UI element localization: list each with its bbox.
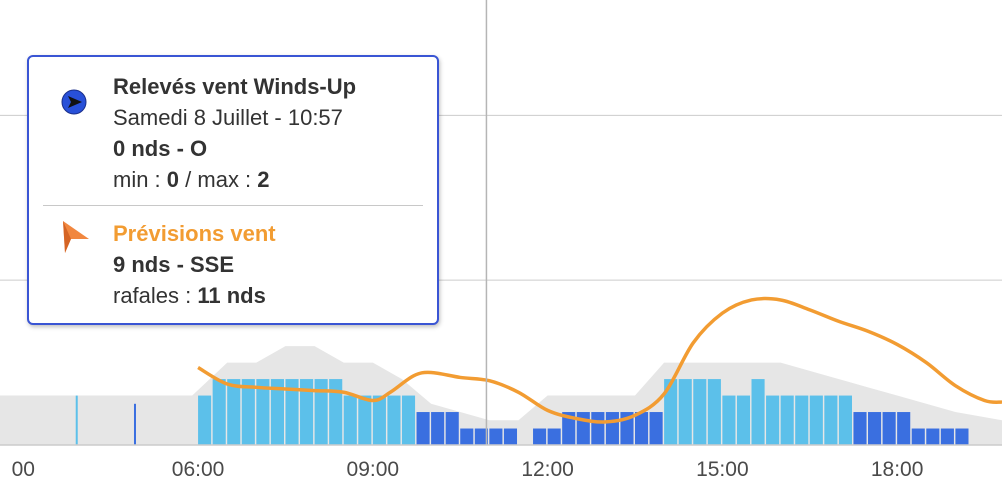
x-axis-ticks: 00 06:00 09:00 12:00 15:00 18:00 — [12, 458, 924, 481]
observed-bar — [133, 403, 136, 445]
x-tick-label: 12:00 — [521, 458, 574, 481]
observed-bar — [300, 379, 314, 445]
observed-bar — [387, 395, 401, 445]
observed-bar — [416, 412, 430, 445]
observed-bar — [780, 395, 794, 445]
observed-bar — [605, 412, 619, 445]
x-tick-label: 06:00 — [172, 458, 225, 481]
observed-bar — [911, 428, 925, 445]
observed-bar — [634, 412, 649, 445]
observed-bar — [285, 379, 299, 445]
observed-bar — [372, 395, 386, 445]
observed-bar — [329, 379, 343, 445]
observed-bar — [707, 379, 721, 445]
gust-value: 11 nds — [197, 283, 266, 308]
min-value: 0 — [166, 167, 180, 192]
min-label: min : — [113, 167, 167, 192]
observed-bar — [431, 412, 445, 445]
observed-bar — [838, 395, 852, 445]
observed-bar — [868, 412, 882, 445]
observed-bar — [401, 395, 416, 445]
observed-title: Relevés vent Winds-Up — [113, 74, 357, 99]
forecast-title: Prévisions vent — [113, 221, 276, 246]
observed-bar — [489, 428, 503, 445]
observed-bar — [270, 379, 284, 445]
observed-bar — [722, 395, 736, 445]
gust-label: rafales : — [113, 283, 198, 308]
observed-bar — [853, 412, 867, 445]
max-label: / max : — [179, 167, 258, 192]
observed-speed: 0 nds - O — [113, 136, 208, 161]
observed-arrow-icon — [61, 89, 87, 115]
forecast-speed: 9 nds - SSE — [113, 252, 235, 277]
x-tick-label: 15:00 — [696, 458, 749, 481]
observed-bars — [75, 379, 969, 445]
observed-bar — [358, 395, 372, 445]
observed-bar — [693, 379, 707, 445]
observed-bar — [649, 412, 663, 445]
x-tick-label: 00 — [12, 458, 35, 481]
observed-bar — [256, 379, 270, 445]
observed-bar — [897, 412, 911, 445]
forecast-line — [197, 296, 1002, 424]
observed-datetime: Samedi 8 Juillet - 10:57 — [113, 105, 343, 130]
observed-section: Relevés vent Winds-Up Samedi 8 Juillet -… — [113, 71, 356, 195]
observed-bar — [75, 395, 78, 445]
observed-bar — [212, 379, 226, 445]
observed-bar — [445, 412, 459, 445]
observed-bar — [241, 379, 255, 445]
observed-bar — [809, 395, 823, 445]
observed-bar — [955, 428, 969, 445]
observed-bar — [314, 379, 328, 445]
observed-bar — [474, 428, 488, 445]
observed-bar — [795, 395, 809, 445]
observed-bar — [824, 395, 838, 445]
observed-bar — [547, 428, 561, 445]
observed-bar — [562, 412, 576, 445]
observed-bar — [591, 412, 605, 445]
forecast-arrow-icon — [63, 221, 89, 253]
forecast-gusts: rafales : 11 nds — [113, 280, 276, 311]
observed-min-max: min : 0 / max : 2 — [113, 164, 356, 195]
observed-bar — [751, 379, 765, 445]
observed-bar — [766, 395, 780, 445]
observed-bar — [503, 428, 518, 445]
tooltip-divider — [43, 205, 423, 206]
x-tick-label: 09:00 — [347, 458, 400, 481]
forecast-section: Prévisions vent 9 nds - SSE rafales : 11… — [113, 218, 276, 311]
observed-bar — [533, 428, 547, 445]
tooltip: Relevés vent Winds-Up Samedi 8 Juillet -… — [27, 55, 439, 325]
observed-bar — [882, 412, 896, 445]
observed-bar — [664, 379, 678, 445]
observed-bar — [576, 412, 590, 445]
observed-bar — [678, 379, 692, 445]
observed-bar — [227, 379, 241, 445]
observed-bar — [343, 395, 357, 445]
observed-bar — [736, 395, 751, 445]
observed-bar — [460, 428, 474, 445]
x-tick-label: 18:00 — [871, 458, 924, 481]
observed-bar — [198, 395, 212, 445]
max-value: 2 — [257, 167, 270, 192]
observed-bar — [940, 428, 954, 445]
observed-bar — [926, 428, 940, 445]
